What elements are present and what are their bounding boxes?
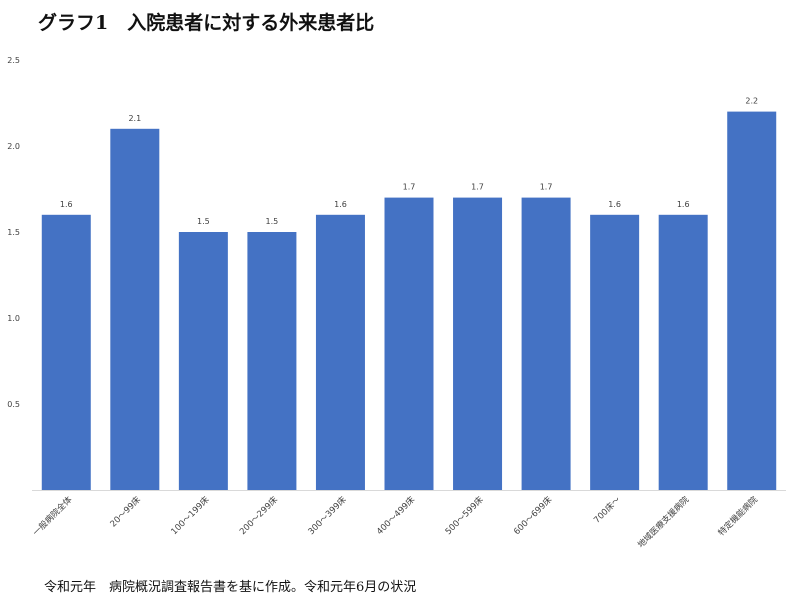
data-label: 1.6 [334,200,347,209]
x-tick-label: 600～699床 [511,494,554,537]
bars [41,111,777,491]
data-label: 1.6 [677,200,690,209]
x-tick-label: 20～99床 [108,494,143,529]
x-tick-label: 500～599床 [443,494,486,537]
y-tick-label: 0.5 [7,400,20,409]
bar [658,214,708,491]
bar [384,197,434,490]
data-label: 1.5 [197,217,210,226]
bar [178,232,228,490]
bar [315,214,365,491]
data-label: 1.7 [471,183,484,192]
bar [590,214,640,491]
data-label: 1.6 [608,200,621,209]
bar [110,128,160,491]
y-tick-label: 1.5 [7,228,20,237]
data-label: 1.5 [266,217,279,226]
bar [727,111,777,490]
data-label: 2.1 [128,114,141,123]
x-tick-label: 一般病院全体 [31,494,75,538]
y-tick-label: 2.0 [7,142,20,151]
source-footnote: 令和元年 病院概況調査報告書を基に作成。令和元年6月の状況 [44,580,417,595]
data-label: 1.7 [540,183,553,192]
bar [41,214,91,491]
x-tick-label: 100～199床 [169,494,212,537]
x-tick-label: 400～499床 [374,494,417,537]
bar [521,197,571,490]
y-tick-label: 1.0 [7,314,20,323]
x-tick-label: 地域医療支援病院 [635,494,691,550]
y-axis-ticks: 0.5 1.0 1.5 2.0 2.5 [7,56,20,409]
y-tick-label: 2.5 [7,56,20,65]
data-label: 1.6 [60,200,73,209]
bar [247,232,297,490]
x-tick-label: 200～299床 [237,494,280,537]
data-label: 2.2 [745,97,758,106]
x-tick-label: 300～399床 [306,494,349,537]
value-labels: 1.6 2.1 1.5 1.5 1.6 1.7 1.7 1.7 1.6 1.6 2.2 [60,97,758,226]
chart-title: グラフ1 入院患者に対する外来患者比 [38,12,375,34]
data-label: 1.7 [403,183,416,192]
x-tick-label: 700床～ [591,494,623,526]
bar [453,197,503,490]
x-axis-labels: 一般病院全体 20～99床 100～199床 200～299床 300～399床 400～… [31,494,761,550]
x-tick-label: 特定機能病院 [716,494,760,538]
